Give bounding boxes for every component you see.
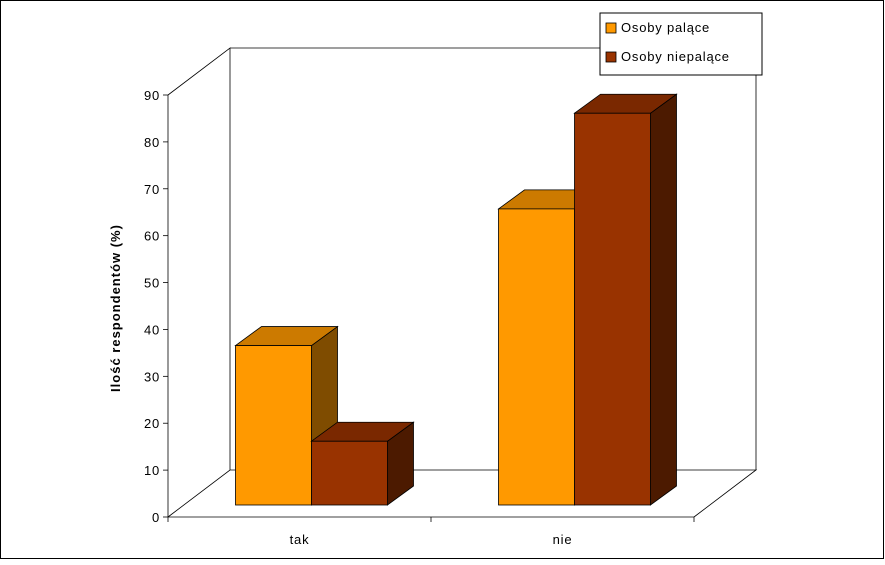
bar-side	[650, 93, 677, 506]
legend-label-nonsmokers: Osoby niepalące	[621, 49, 730, 64]
floor-outline	[167, 469, 758, 518]
y-tick-label: 0	[152, 510, 160, 525]
legend-box	[599, 12, 763, 76]
y-tick-label: 60	[144, 229, 160, 244]
y-tick-label: 10	[144, 463, 160, 478]
x-tick-label: tak	[290, 532, 310, 547]
bar-front	[235, 345, 312, 506]
legend: Osoby palące Osoby niepalące	[599, 12, 763, 76]
bar-front	[498, 208, 575, 506]
legend-swatch-nonsmokers	[605, 51, 617, 63]
y-axis-label: Ilość respondentów (%)	[108, 224, 123, 392]
bar-nie-1	[573, 93, 678, 506]
legend-label-smokers: Osoby palące	[621, 20, 710, 35]
y-tick-label: 20	[144, 416, 160, 431]
legend-swatch-smokers	[605, 22, 617, 34]
bar-tak-1	[310, 421, 415, 506]
x-tick-label: nie	[553, 532, 573, 547]
y-tick-label: 30	[144, 369, 160, 384]
bar-front	[311, 440, 388, 506]
y-tick-label: 80	[144, 135, 160, 150]
bar-tak-0	[234, 325, 339, 506]
y-tick-label: 40	[144, 322, 160, 337]
y-tick-label: 90	[144, 88, 160, 103]
bars	[234, 93, 678, 506]
y-tick-label: 70	[144, 182, 160, 197]
bar-front	[574, 112, 651, 506]
y-tick-label: 50	[144, 276, 160, 291]
x-axis-labels: tak nie	[167, 517, 695, 547]
